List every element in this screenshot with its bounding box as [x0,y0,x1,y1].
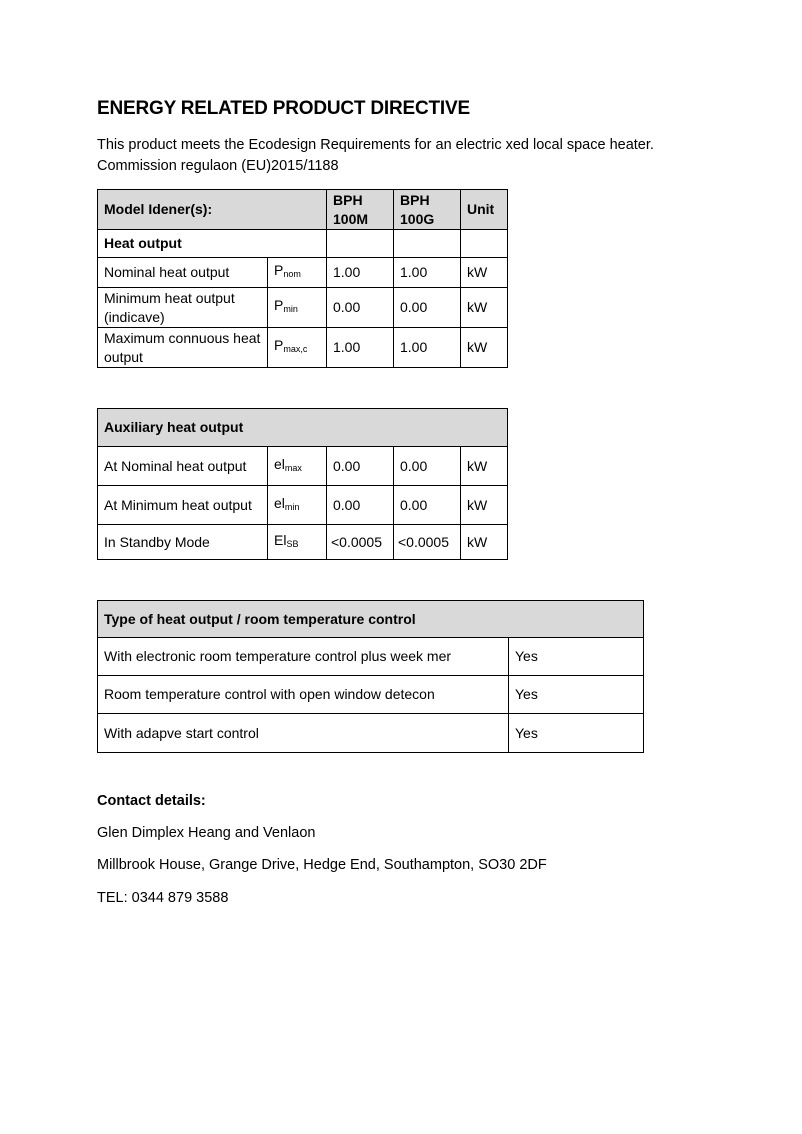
contact-heading: Contact details: [97,793,206,809]
contact-telephone: TEL: 0344 879 3588 [97,890,229,906]
row-label: Minimum heat output (indicave) [97,287,268,328]
value: 1.00 [326,257,394,288]
model-header: BPH 100G [393,189,461,230]
value: 0.00 [393,485,461,525]
row-label: Room temperature control with open windo… [97,675,509,714]
symbol: elmin [267,485,327,525]
contact-company: Glen Dimplex Heang and Venlaon [97,825,316,841]
intro-text: This product meets the Ecodesign Require… [97,135,654,177]
table-row: Maximum connuous heat output Pmax,c 1.00… [97,327,508,368]
value: 1.00 [393,327,461,368]
row-label: Maximum connuous heat output [97,327,268,368]
symbol: Pnom [267,257,327,288]
unit: kW [459,485,509,525]
table-row: At Minimum heat output elmin 0.00 0.00 k… [97,485,509,525]
value: 1.00 [393,257,461,288]
unit: kW [460,287,508,328]
table-row: Nominal heat output Pnom 1.00 1.00 kW [97,257,508,288]
value: 0.00 [326,485,394,525]
auxiliary-table: Auxiliary heat output At Nominal heat ou… [96,408,509,560]
unit: kW [460,327,508,368]
page-title: ENERGY RELATED PRODUCT DIRECTIVE [97,98,470,119]
model-header: BPH 100M [326,189,394,230]
table-row: Room temperature control with open windo… [97,675,644,714]
row-label: With electronic room temperature control… [97,637,509,676]
symbol: elmax [267,446,327,486]
table-row: In Standby Mode ElSB <0.0005 <0.0005 kW [97,524,509,560]
temperature-control-table: Type of heat output / room temperature c… [97,600,644,753]
table-row: With electronic room temperature control… [97,637,644,676]
row-label: At Nominal heat output [97,446,268,486]
section-heading: Type of heat output / room temperature c… [97,600,644,638]
value: <0.0005 [393,524,461,560]
heat-output-table: Model Idener(s): BPH 100M BPH 100G Unit … [97,189,508,368]
row-label: Nominal heat output [97,257,268,288]
row-label: At Minimum heat output [97,485,268,525]
model-identifier-label: Model Idener(s): [97,189,327,230]
unit: kW [459,524,509,560]
contact-address: Millbrook House, Grange Drive, Hedge End… [97,857,547,873]
value: 0.00 [393,446,461,486]
symbol: ElSB [267,524,327,560]
value: 0.00 [393,287,461,328]
value: 0.00 [326,287,394,328]
value: Yes [508,637,644,676]
symbol: Pmax,c [267,327,327,368]
value: 1.00 [326,327,394,368]
table-row: With adapve start control Yes [97,713,644,753]
unit-header: Unit [460,189,508,230]
table-row: Minimum heat output (indicave) Pmin 0.00… [97,287,508,328]
symbol: Pmin [267,287,327,328]
value: Yes [508,713,644,753]
value: Yes [508,675,644,714]
row-label: With adapve start control [97,713,509,753]
table-row: At Nominal heat output elmax 0.00 0.00 k… [97,446,509,486]
section-heading: Auxiliary heat output [96,408,509,447]
value: <0.0005 [326,524,394,560]
value: 0.00 [326,446,394,486]
unit: kW [460,257,508,288]
intro-line: This product meets the Ecodesign Require… [97,137,654,153]
row-label: In Standby Mode [97,524,268,560]
section-heading: Heat output [97,229,327,258]
intro-line: Commission regulaon (EU)2015/1188 [97,158,339,174]
unit: kW [459,446,509,486]
